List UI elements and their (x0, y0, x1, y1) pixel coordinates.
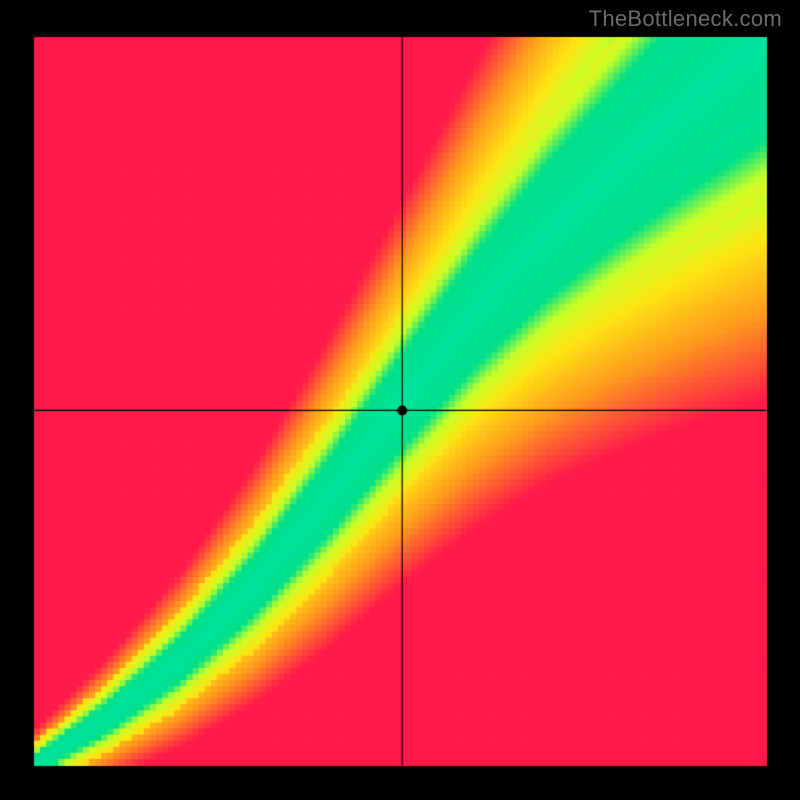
watermark-text: TheBottleneck.com (589, 6, 782, 32)
heatmap-canvas (0, 0, 800, 800)
chart-container: TheBottleneck.com (0, 0, 800, 800)
